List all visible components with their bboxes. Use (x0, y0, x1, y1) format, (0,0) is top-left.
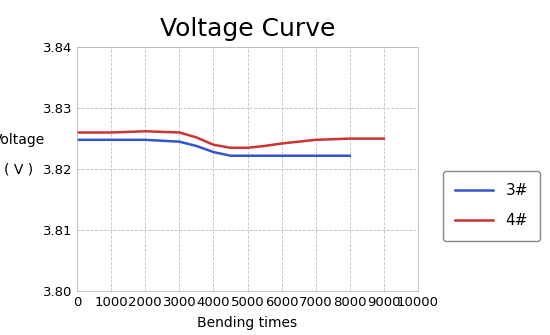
4# (227, 146, 234, 150)
3# (142, 138, 148, 142)
4# (261, 144, 268, 148)
4# (74, 131, 80, 135)
3# (227, 154, 234, 158)
4# (108, 131, 114, 135)
4# (142, 129, 148, 133)
3# (278, 154, 285, 158)
4# (244, 146, 251, 150)
3# (74, 138, 80, 142)
Line: 3#: 3# (77, 140, 350, 156)
4# (312, 138, 319, 142)
4# (210, 143, 217, 147)
3# (108, 138, 114, 142)
Text: Voltage: Voltage (0, 133, 45, 147)
4# (278, 141, 285, 145)
4# (381, 137, 387, 141)
4# (193, 135, 200, 139)
Title: Voltage Curve: Voltage Curve (160, 17, 335, 41)
4# (346, 137, 353, 141)
3# (261, 154, 268, 158)
3# (244, 154, 251, 158)
3# (176, 140, 183, 144)
Line: 4#: 4# (77, 131, 384, 148)
Legend: 3#, 4#: 3#, 4# (443, 171, 540, 241)
Text: ( V ): ( V ) (4, 162, 34, 176)
3# (193, 144, 200, 148)
3# (346, 154, 353, 158)
3# (210, 150, 217, 154)
4# (176, 131, 183, 135)
3# (312, 154, 319, 158)
X-axis label: Bending times: Bending times (197, 316, 298, 330)
